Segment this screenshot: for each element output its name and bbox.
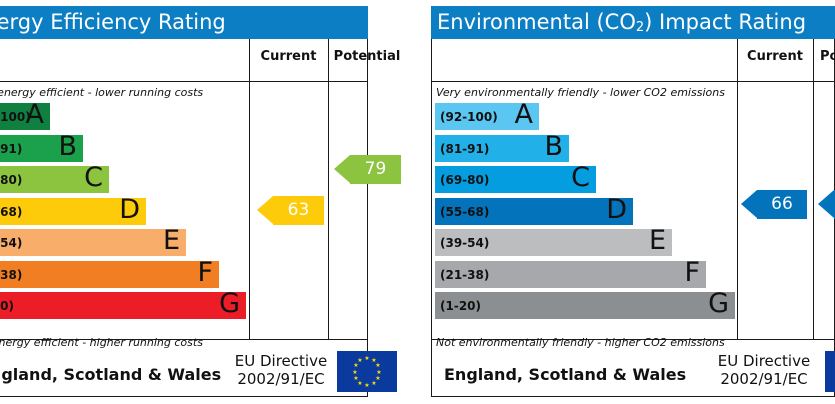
energy-band-c: (69-80) C [0,162,109,193]
energy-region-label: England, Scotland & Wales [0,365,222,384]
env-potential-arrow [818,190,835,219]
svg-text:★: ★ [352,369,357,376]
env-title-sub: 2 [635,20,645,35]
env-panel-title: Environmental (CO2) Impact Rating [431,6,835,39]
energy-band-b: (81-91) B [0,130,83,162]
env-title-end: ) Impact Rating [644,10,807,34]
energy-potential-arrow: 79 [334,155,401,184]
energy-band-letter: E [162,225,180,256]
energy-potential-arrow-tip [334,155,350,183]
svg-text:★: ★ [375,362,380,369]
energy-band-range: (21-38) [0,267,23,282]
env-band-range: (55-68) [440,204,490,219]
env-band-letter: C [571,162,590,193]
energy-band-letter: C [84,162,103,193]
energy-band-range: (1-20) [0,299,14,313]
energy-band-e: (39-54) E [0,225,186,256]
svg-text:★: ★ [375,375,380,382]
energy-panel-title: Energy Efficiency Rating [0,6,368,39]
env-band-range: (39-54) [440,236,490,250]
energy-directive-line1: EU Directive [234,352,328,370]
env-bottom-note: Not environmentally friendly - higher CO… [436,336,725,349]
energy-band-range: (39-54) [0,236,23,250]
env-region-label: England, Scotland & Wales [444,365,687,384]
environmental-impact-panel: Environmental (CO2) Impact Rating Curren… [431,6,835,398]
env-current-value: 66 [757,190,807,219]
env-rating-table: Current Potential Very environmentally f… [431,39,835,397]
energy-efficiency-panel: Energy Efficiency Rating Current Potenti… [0,6,404,398]
energy-eu-directive: EU Directive 2002/91/EC [227,352,335,388]
env-directive-line1: EU Directive [717,352,811,370]
env-band-c: (69-80) C [435,162,596,193]
energy-band-range: (92-100) [0,110,31,124]
env-band-range: (69-80) [440,173,490,187]
svg-text:★: ★ [364,355,369,362]
energy-band-letter: A [25,99,44,130]
energy-potential-header: Potential [333,49,401,64]
energy-band-range: (69-80) [0,173,23,187]
svg-text:★: ★ [357,380,362,387]
env-directive-line2: 2002/91/EC [720,370,808,388]
energy-band-d: (55-68) D [0,193,146,225]
env-band-g: (1-20) G [435,288,735,319]
env-band-range: (21-38) [440,267,490,282]
svg-text:★: ★ [353,362,358,369]
eu-flag-icon [825,351,835,392]
energy-band-g: (1-20) G [0,288,246,319]
energy-band-letter: F [197,256,213,288]
env-title-main: Environmental (CO [437,10,636,34]
env-potential-header: Potential [820,49,835,64]
svg-text:★: ★ [357,357,362,364]
energy-band-range: (55-68) [0,204,23,219]
svg-text:★: ★ [371,357,376,364]
svg-text:★: ★ [353,375,358,382]
eu-stars-icon: ★ ★★★ ★★★★ ★★★★ [352,355,381,389]
env-current-arrow-tip [741,190,757,218]
env-current-arrow: 66 [741,190,807,219]
energy-band-letter: B [58,130,77,162]
env-current-header: Current [747,49,803,64]
env-band-range: (1-20) [440,299,481,313]
env-band-letter: G [708,288,729,319]
energy-rating-table: Current Potential Very energy efficient … [0,39,401,397]
energy-band-f: (21-38) F [0,256,219,288]
env-potential-arrow-tip [818,190,834,218]
svg-text:★: ★ [376,369,381,376]
eu-flag-icon: ★ ★ ★ ★ ★ ★ ★ ★ ★ ★ ★ ★ [337,351,397,392]
env-eu-directive: EU Directive 2002/91/EC [710,352,818,388]
env-band-letter: A [514,99,533,130]
env-band-d: (55-68) D [435,193,633,225]
env-band-e: (39-54) E [435,225,672,256]
energy-current-arrow: 63 [257,196,324,225]
energy-potential-value: 79 [350,155,401,184]
env-band-a: (92-100) A [435,99,539,130]
svg-text:★: ★ [364,382,369,389]
energy-directive-line2: 2002/91/EC [237,370,325,388]
env-band-b: (81-91) B [435,130,569,162]
energy-current-value: 63 [273,196,324,225]
energy-band-letter: G [219,288,240,319]
env-band-letter: B [544,130,563,162]
env-band-f: (21-38) F [435,256,706,288]
env-band-letter: F [684,256,700,288]
energy-band-range: (81-91) [0,141,23,156]
energy-band-letter: D [119,193,140,225]
svg-text:★: ★ [371,380,376,387]
env-band-range: (81-91) [440,141,490,156]
energy-current-arrow-tip [257,196,273,224]
energy-bottom-note: Not energy efficient - higher running co… [0,336,203,349]
energy-top-note: Very energy efficient - lower running co… [0,86,204,99]
env-top-note: Very environmentally friendly - lower CO… [436,86,725,99]
env-band-letter: E [648,225,666,256]
energy-band-a: (92-100)A [0,99,50,130]
env-band-range: (92-100) [440,110,498,124]
env-band-letter: D [606,193,627,225]
energy-current-header: Current [260,49,317,64]
